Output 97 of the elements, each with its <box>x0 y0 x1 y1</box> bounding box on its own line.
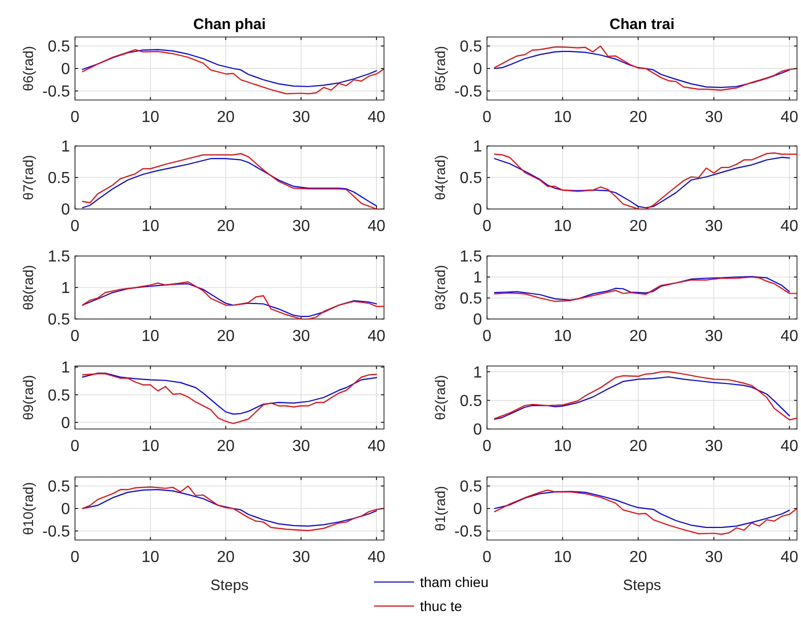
x-tick-label: 10 <box>554 109 572 126</box>
y-tick-label: 0.5 <box>48 38 70 56</box>
y-tick-label: 1 <box>473 270 482 287</box>
y-tick-label: 0 <box>61 414 70 432</box>
x-tick-label: 40 <box>368 218 386 235</box>
line-series <box>494 45 798 91</box>
y-tick-label: 0 <box>473 422 482 439</box>
chart-title: Chan trai <box>609 16 675 33</box>
x-tick-label: 40 <box>780 328 798 345</box>
y-tick-label: 0 <box>473 312 482 329</box>
y-axis-title: θ8(rad) <box>20 264 36 310</box>
y-tick-label: 1.5 <box>460 248 482 266</box>
x-tick-label: 30 <box>704 549 723 566</box>
x-tick-label: 20 <box>216 438 235 455</box>
line-series <box>494 50 790 88</box>
x-tick-label: 30 <box>292 438 310 455</box>
y-tick-label: 0.5 <box>48 312 70 329</box>
y-tick-label: -0.5 <box>42 84 70 101</box>
x-tick-label: 30 <box>292 218 310 235</box>
y-axis-title: θ10(rad) <box>20 482 36 535</box>
line-series <box>82 373 378 424</box>
x-tick-label: 10 <box>141 549 160 566</box>
y-axis-title: θ1(rad) <box>432 486 448 532</box>
x-tick-label: 40 <box>368 438 386 455</box>
y-axis-title: θ6(rad) <box>20 46 36 92</box>
y-tick-label: 0.5 <box>460 38 482 56</box>
x-tick-label: 20 <box>629 328 648 345</box>
y-tick-label: 0.5 <box>460 392 482 410</box>
y-tick-label: 0.5 <box>48 387 70 404</box>
y-axis-title: θ2(rad) <box>432 374 448 420</box>
y-axis-title: θ3(rad) <box>432 264 448 310</box>
x-tick-label: 20 <box>629 218 648 235</box>
y-tick-label: -0.5 <box>454 524 482 541</box>
y-tick-label: 1 <box>473 138 482 156</box>
y-tick-label: 0 <box>473 61 482 78</box>
y-axis-title: θ4(rad) <box>432 154 448 200</box>
legend-label: tham chieu <box>420 574 488 590</box>
y-tick-label: 1 <box>61 138 70 156</box>
x-tick-label: 10 <box>554 218 572 235</box>
y-axis-title: θ7(rad) <box>20 154 36 200</box>
x-tick-label: 10 <box>554 549 572 566</box>
y-tick-label: -0.5 <box>454 84 482 101</box>
line-series <box>82 485 385 532</box>
x-tick-label: 10 <box>141 218 160 235</box>
x-tick-label: 10 <box>141 438 160 455</box>
x-tick-label: 20 <box>629 549 648 566</box>
y-axis-title: θ9(rad) <box>20 374 36 420</box>
x-tick-label: 40 <box>780 549 798 566</box>
y-tick-label: 0.5 <box>48 478 70 496</box>
y-tick-label: 0 <box>61 501 70 518</box>
x-tick-label: 30 <box>704 109 723 126</box>
y-tick-label: 0.5 <box>460 170 482 188</box>
x-tick-label: 40 <box>368 549 386 566</box>
x-tick-label: 20 <box>216 109 235 126</box>
line-series <box>82 49 385 94</box>
y-tick-label: 0.5 <box>48 170 70 188</box>
y-tick-label: 0.5 <box>460 290 482 308</box>
x-tick-label: 10 <box>554 328 572 345</box>
x-tick-label: 40 <box>780 218 798 235</box>
y-tick-label: 0 <box>61 61 70 78</box>
x-tick-label: 20 <box>629 109 648 126</box>
y-tick-label: 1 <box>473 364 482 382</box>
line-series <box>494 490 798 535</box>
x-tick-label: 40 <box>780 109 798 126</box>
y-tick-label: 1 <box>61 360 70 377</box>
x-tick-label: 10 <box>141 109 160 126</box>
y-tick-label: 1.5 <box>48 248 70 266</box>
line-series <box>494 490 790 528</box>
x-axis-title: Steps <box>622 577 662 594</box>
x-tick-label: 20 <box>216 218 235 235</box>
x-tick-label: 30 <box>292 109 310 126</box>
line-series <box>82 372 378 415</box>
x-tick-label: 10 <box>554 438 572 455</box>
y-tick-label: 0 <box>61 202 70 219</box>
line-series <box>82 489 378 527</box>
line-series <box>82 49 378 88</box>
y-axis-title: θ5(rad) <box>432 46 448 92</box>
x-tick-label: 30 <box>704 328 723 345</box>
x-tick-label: 40 <box>780 438 798 455</box>
x-tick-label: 40 <box>368 328 386 345</box>
x-tick-label: 40 <box>368 109 386 126</box>
x-tick-label: 20 <box>216 549 235 566</box>
x-tick-label: 20 <box>629 438 648 455</box>
y-tick-label: 0 <box>473 202 482 219</box>
x-tick-label: 30 <box>292 328 310 345</box>
chart-title: Chan phai <box>193 16 266 33</box>
legend-label: thuc te <box>420 598 462 614</box>
x-tick-label: 30 <box>704 218 723 235</box>
x-tick-label: 10 <box>141 328 160 345</box>
x-tick-label: 30 <box>704 438 723 455</box>
y-tick-label: -0.5 <box>42 524 70 541</box>
x-tick-label: 30 <box>292 549 310 566</box>
y-tick-label: 0 <box>473 501 482 518</box>
x-tick-label: 20 <box>216 328 235 345</box>
x-axis-title: Steps <box>210 577 249 594</box>
y-tick-label: 0.5 <box>460 478 482 496</box>
y-tick-label: 1 <box>61 280 70 298</box>
